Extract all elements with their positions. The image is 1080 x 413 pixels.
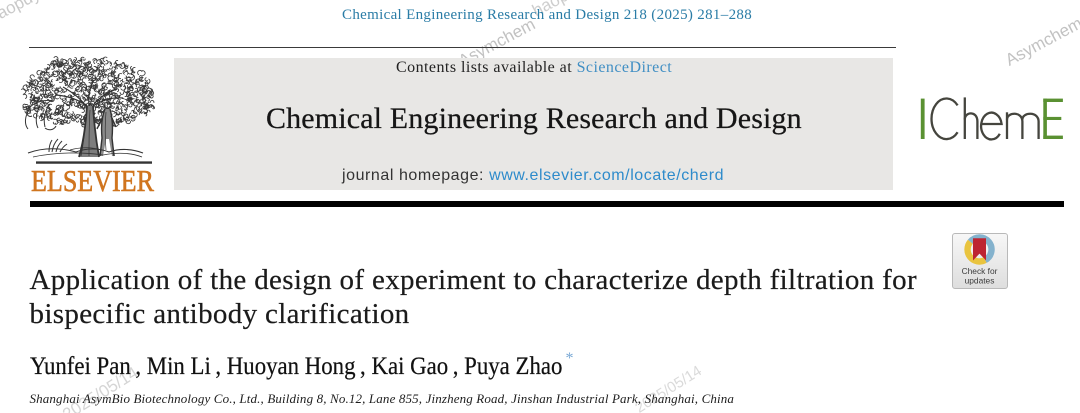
- svg-text:updates: updates: [965, 276, 995, 286]
- svg-text:Check for: Check for: [962, 266, 998, 276]
